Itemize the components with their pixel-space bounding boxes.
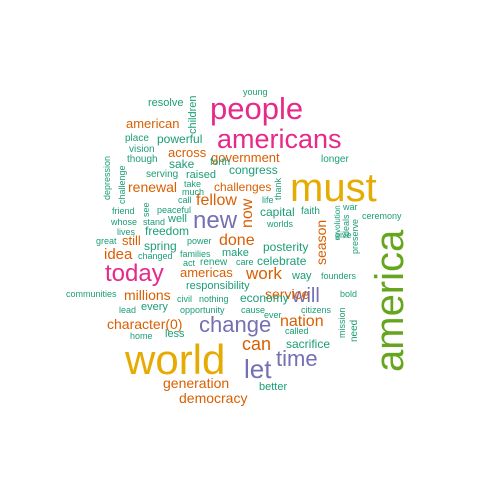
- word-faith: faith: [301, 206, 320, 217]
- word-millions: millions: [124, 287, 171, 303]
- word-life: life: [262, 195, 274, 205]
- word-vision: vision: [129, 144, 155, 155]
- word-take: take: [184, 179, 202, 189]
- word-fellow: fellow: [196, 192, 237, 209]
- word-well: well: [168, 213, 187, 225]
- word-though: though: [127, 154, 158, 165]
- word-civil: civil: [177, 294, 192, 304]
- word-across: across: [168, 145, 207, 160]
- word-people: people: [210, 91, 304, 126]
- word-families: families: [180, 249, 211, 259]
- word-service: service: [265, 286, 310, 302]
- word-need: need: [349, 319, 360, 342]
- word-citizens: citizens: [301, 305, 332, 315]
- word-worlds: worlds: [267, 219, 294, 229]
- word-communities: communities: [66, 289, 117, 299]
- word-americans: americans: [217, 124, 342, 154]
- word-spring: spring: [144, 239, 177, 253]
- word-serving: serving: [146, 169, 179, 180]
- word-act: act: [183, 258, 196, 268]
- word-war: war: [343, 202, 358, 212]
- word-way: way: [292, 270, 312, 282]
- word-ceremony: ceremony: [362, 211, 402, 221]
- word-now: now: [239, 198, 256, 228]
- word-idea: idea: [104, 246, 133, 263]
- word-capital: capital: [260, 205, 295, 219]
- word-whose: whose: [111, 217, 138, 227]
- word-young: young: [243, 87, 268, 97]
- word-will: will: [292, 285, 320, 307]
- word-make: make: [222, 247, 249, 259]
- word-friend: friend: [112, 206, 135, 216]
- word-renewal: renewal: [128, 179, 178, 195]
- word-challenges: challenges: [214, 180, 272, 194]
- word-today: today: [105, 260, 164, 287]
- word-lives: lives: [117, 227, 136, 237]
- word-must: must: [290, 166, 377, 210]
- word-time: time: [276, 346, 318, 371]
- word-power: power: [187, 236, 212, 246]
- word-done: done: [219, 232, 255, 249]
- word-sake: sake: [169, 157, 195, 171]
- word-less: less: [165, 328, 185, 340]
- word-america: america: [368, 229, 412, 372]
- word-call: call: [178, 195, 192, 205]
- word-work: work: [246, 264, 282, 283]
- word-home: home: [130, 331, 153, 341]
- word-every: every: [141, 301, 168, 313]
- word-depression: depression: [102, 155, 112, 200]
- word-new: new: [193, 207, 238, 234]
- word-ever: ever: [264, 310, 282, 320]
- word-nothing: nothing: [199, 294, 229, 304]
- word-mission: mission: [337, 307, 347, 338]
- word-world: world: [125, 336, 226, 383]
- word-peaceful: peaceful: [157, 205, 192, 215]
- word-congress: congress: [229, 163, 278, 177]
- word-see: see: [141, 202, 151, 217]
- word-bold: bold: [340, 289, 358, 299]
- word-longer: longer: [321, 154, 349, 165]
- word-care: care: [236, 257, 254, 267]
- word-change: change: [199, 312, 272, 337]
- word-place: place: [125, 133, 149, 144]
- word-american: american: [126, 116, 180, 131]
- word-renew: renew: [200, 257, 228, 268]
- word-opportunity: opportunity: [180, 305, 225, 315]
- word-character0: character(0): [107, 316, 183, 332]
- word-government: government: [211, 150, 280, 165]
- word-let: let: [244, 354, 272, 384]
- word-give: give: [335, 230, 352, 240]
- word-freedom: freedom: [145, 224, 190, 238]
- word-forth: forth: [210, 157, 231, 168]
- word-celebrate: celebrate: [257, 254, 307, 268]
- word-responsibility: responsibility: [186, 280, 250, 292]
- word-still: still: [122, 233, 141, 248]
- word-changed: changed: [138, 251, 173, 261]
- word-challenge: challenge: [117, 165, 127, 204]
- word-founders: founders: [321, 271, 357, 281]
- word-nation: nation: [280, 313, 324, 330]
- word-raised: raised: [186, 169, 216, 181]
- word-sacrifice: sacrifice: [286, 337, 331, 351]
- word-powerful: powerful: [157, 132, 203, 146]
- word-stand: stand: [143, 217, 166, 227]
- word-preserve: preserve: [350, 218, 360, 254]
- word-posterity: posterity: [263, 240, 309, 254]
- word-economy: economy: [240, 291, 289, 305]
- word-lead: lead: [119, 305, 137, 315]
- word-can: can: [242, 334, 272, 354]
- word-americas: americas: [180, 265, 233, 280]
- word-generation: generation: [163, 375, 230, 391]
- word-called: called: [285, 326, 309, 336]
- word-thank: thank: [273, 177, 283, 200]
- word-much: much: [182, 187, 205, 197]
- word-great: great: [96, 236, 117, 246]
- word-children: children: [187, 95, 199, 134]
- word-resolve: resolve: [148, 97, 184, 109]
- word-better: better: [259, 381, 288, 393]
- word-season: season: [313, 219, 329, 265]
- word-cause: cause: [241, 305, 266, 315]
- word-democracy: democracy: [179, 390, 248, 406]
